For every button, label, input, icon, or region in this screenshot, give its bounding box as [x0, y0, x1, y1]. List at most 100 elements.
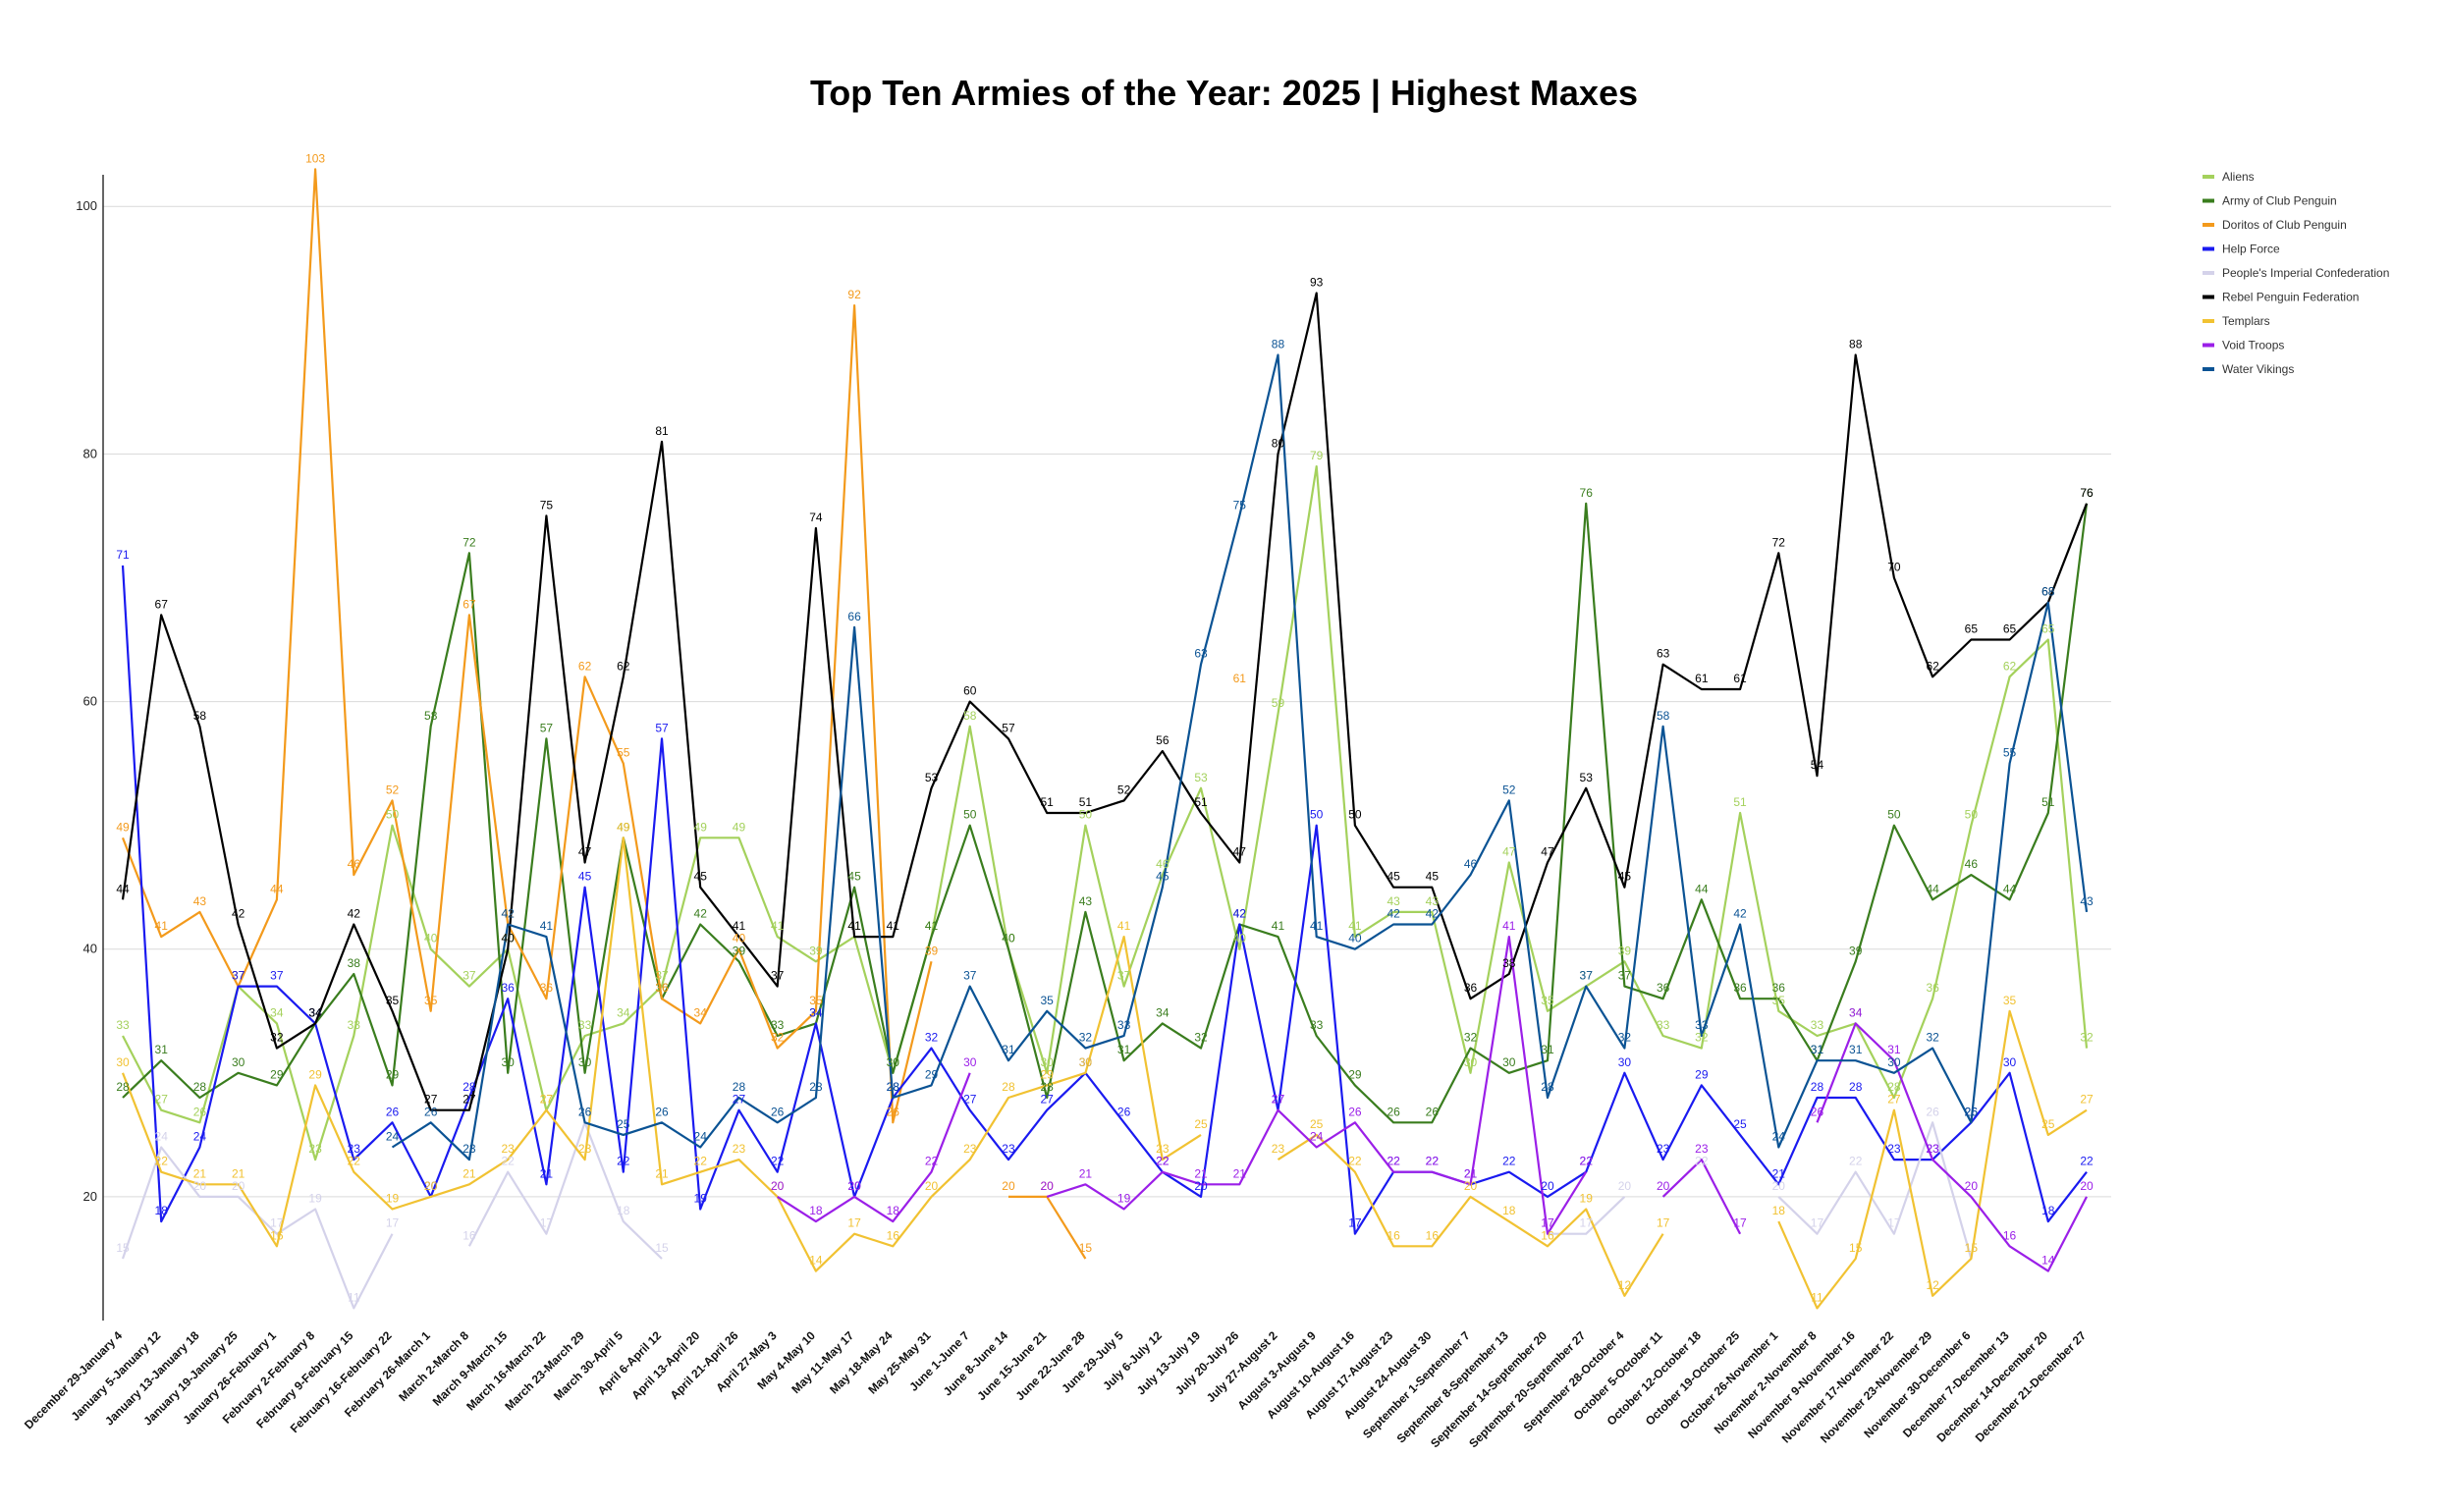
data-label-aliens: 47 [1502, 844, 1516, 858]
data-label-aliens: 49 [733, 820, 746, 834]
data-label-people-s-imperial-confederation: 20 [1772, 1179, 1786, 1193]
data-label-water-vikings: 32 [1926, 1031, 1939, 1045]
legend-item-army-of-club-penguin[interactable]: Army of Club Penguin [2203, 194, 2337, 208]
data-label-rebel-penguin-federation: 60 [963, 684, 977, 698]
legend-item-void-troops[interactable]: Void Troops [2203, 339, 2284, 352]
data-label-void-troops: 21 [1233, 1166, 1247, 1180]
legend-item-aliens[interactable]: Aliens [2203, 170, 2255, 184]
data-label-army-of-club-penguin: 30 [578, 1055, 592, 1069]
data-label-army-of-club-penguin: 44 [1926, 882, 1939, 895]
data-label-rebel-penguin-federation: 47 [1541, 844, 1554, 858]
data-label-army-of-club-penguin: 31 [1117, 1043, 1131, 1056]
data-label-help-force: 34 [809, 1005, 823, 1019]
data-label-army-of-club-penguin: 33 [771, 1018, 785, 1032]
data-label-army-of-club-penguin: 34 [809, 1005, 823, 1019]
data-label-water-vikings: 24 [1772, 1129, 1786, 1143]
data-label-water-vikings: 42 [1387, 907, 1400, 921]
data-label-water-vikings: 28 [1541, 1080, 1554, 1094]
data-label-help-force: 24 [193, 1129, 207, 1143]
legend-item-doritos-of-club-penguin[interactable]: Doritos of Club Penguin [2203, 218, 2347, 232]
data-label-water-vikings: 32 [1618, 1031, 1632, 1045]
data-label-army-of-club-penguin: 57 [540, 721, 554, 734]
data-label-doritos-of-club-penguin: 61 [1233, 672, 1247, 685]
data-label-water-vikings: 28 [809, 1080, 823, 1094]
data-label-army-of-club-penguin: 40 [1002, 932, 1015, 945]
data-label-army-of-club-penguin: 36 [655, 981, 669, 995]
data-label-water-vikings: 26 [1965, 1105, 1979, 1118]
data-label-void-troops: 41 [1502, 919, 1516, 933]
data-label-rebel-penguin-federation: 50 [1348, 808, 1362, 822]
data-label-aliens: 40 [501, 932, 515, 945]
data-label-doritos-of-club-penguin: 40 [733, 932, 746, 945]
legend-item-people-s-imperial-confederation[interactable]: People's Imperial Confederation [2203, 266, 2389, 280]
data-label-aliens: 30 [1464, 1055, 1478, 1069]
data-label-rebel-penguin-federation: 58 [193, 709, 207, 723]
data-label-rebel-penguin-federation: 51 [1079, 795, 1093, 809]
data-label-void-troops: 22 [1580, 1155, 1594, 1168]
data-label-help-force: 50 [1310, 808, 1324, 822]
data-label-void-troops: 21 [1079, 1166, 1093, 1180]
data-label-aliens: 36 [1926, 981, 1939, 995]
data-label-help-force: 22 [1156, 1155, 1170, 1168]
data-label-help-force: 22 [771, 1155, 785, 1168]
data-label-doritos-of-club-penguin: 15 [1079, 1241, 1093, 1255]
data-label-aliens: 39 [809, 944, 823, 957]
data-label-rebel-penguin-federation: 44 [116, 882, 130, 895]
data-label-help-force: 26 [386, 1105, 400, 1118]
data-label-water-vikings: 31 [1002, 1043, 1015, 1056]
data-label-army-of-club-penguin: 51 [2041, 795, 2055, 809]
data-label-water-vikings: 31 [1811, 1043, 1824, 1056]
data-label-people-s-imperial-confederation: 18 [617, 1204, 630, 1217]
data-label-water-vikings: 75 [1233, 498, 1247, 512]
data-label-water-vikings: 26 [424, 1105, 438, 1118]
data-label-army-of-club-penguin: 42 [1233, 907, 1247, 921]
data-label-help-force: 22 [617, 1155, 630, 1168]
x-tick-label: March 2-March 8 [396, 1328, 471, 1404]
data-label-rebel-penguin-federation: 62 [1926, 659, 1939, 673]
data-label-water-vikings: 68 [2041, 585, 2055, 599]
data-label-aliens: 37 [655, 969, 669, 983]
data-label-people-s-imperial-confederation: 22 [1695, 1155, 1709, 1168]
data-label-templars: 22 [694, 1155, 708, 1168]
data-label-people-s-imperial-confederation: 11 [348, 1290, 360, 1304]
data-label-help-force: 26 [1117, 1105, 1131, 1118]
data-label-aliens: 41 [925, 919, 939, 933]
data-label-army-of-club-penguin: 32 [1464, 1031, 1478, 1045]
data-label-water-vikings: 46 [1464, 857, 1478, 871]
legend-item-water-vikings[interactable]: Water Vikings [2203, 362, 2294, 376]
data-label-help-force: 27 [963, 1093, 977, 1107]
data-label-aliens: 33 [578, 1018, 592, 1032]
data-label-water-vikings: 37 [963, 969, 977, 983]
data-label-templars: 41 [1117, 919, 1131, 933]
data-label-water-vikings: 25 [617, 1117, 630, 1131]
data-label-people-s-imperial-confederation: 20 [232, 1179, 245, 1193]
data-label-army-of-club-penguin: 36 [1733, 981, 1747, 995]
series-line-rebel-penguin-federation [121, 292, 2089, 1111]
legend-item-templars[interactable]: Templars [2203, 314, 2270, 328]
data-label-aliens: 34 [1849, 1005, 1863, 1019]
data-label-people-s-imperial-confederation: 20 [1618, 1179, 1632, 1193]
data-label-help-force: 22 [2080, 1155, 2094, 1168]
legend-item-rebel-penguin-federation[interactable]: Rebel Penguin Federation [2203, 291, 2359, 304]
data-label-doritos-of-club-penguin: 35 [809, 994, 823, 1007]
data-label-army-of-club-penguin: 29 [1348, 1067, 1362, 1081]
data-label-army-of-club-penguin: 36 [1772, 981, 1786, 995]
data-label-help-force: 21 [1772, 1166, 1786, 1180]
data-label-army-of-club-penguin: 28 [116, 1080, 130, 1094]
data-label-water-vikings: 24 [386, 1129, 400, 1143]
data-label-aliens: 40 [424, 932, 438, 945]
data-label-army-of-club-penguin: 32 [1194, 1031, 1208, 1045]
legend-item-help-force[interactable]: Help Force [2203, 243, 2280, 256]
data-label-rebel-penguin-federation: 38 [1502, 956, 1516, 970]
data-label-help-force: 30 [1079, 1055, 1093, 1069]
data-label-people-s-imperial-confederation: 17 [1811, 1216, 1824, 1230]
data-label-rebel-penguin-federation: 54 [1811, 758, 1824, 772]
data-label-templars: 12 [1926, 1278, 1939, 1292]
data-label-help-force: 18 [2041, 1204, 2055, 1217]
data-label-aliens: 33 [1811, 1018, 1824, 1032]
legend-label: Aliens [2222, 170, 2255, 184]
data-label-help-force: 22 [1580, 1155, 1594, 1168]
data-label-rebel-penguin-federation: 80 [1272, 436, 1285, 450]
data-label-templars: 30 [1079, 1055, 1093, 1069]
data-label-rebel-penguin-federation: 42 [348, 907, 361, 921]
